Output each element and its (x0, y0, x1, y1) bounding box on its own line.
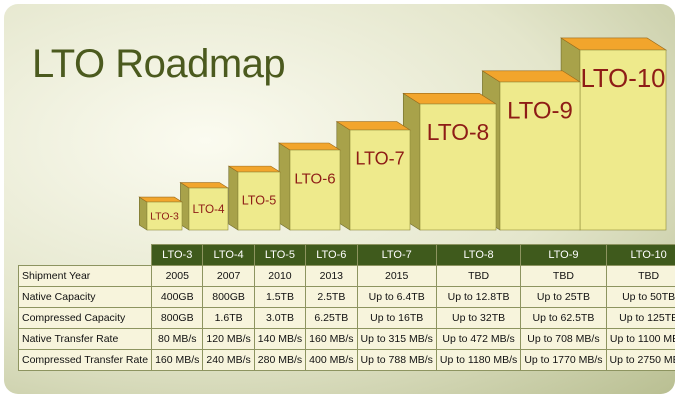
boxes-art: LTO-10 LTO-9 LTO-8 LTO-7 LTO-6 LTO-5 LTO-4 LTO-… (138, 37, 668, 231)
header-cell: LTO-5 (253, 244, 307, 266)
cell: Up to 50TB (605, 286, 675, 308)
cell: 160 MB/s (151, 349, 204, 371)
box-top (179, 182, 230, 189)
row-header: Compressed Transfer Rate (17, 349, 153, 371)
cell: Up to 788 MB/s (356, 349, 437, 371)
box-top (138, 196, 184, 203)
header-cell: LTO-6 (305, 244, 358, 266)
cell: TBD (520, 265, 607, 287)
corner-cell (19, 245, 152, 266)
cell: 140 MB/s (253, 328, 307, 350)
title: LTO Roadmap (32, 42, 286, 86)
box-top (277, 142, 342, 151)
box-side (139, 196, 148, 231)
cell: Up to 16TB (356, 307, 437, 329)
box-label: LTO-5 (242, 193, 277, 207)
panel: LTO-10 LTO-9 LTO-8 LTO-7 LTO-6 LTO-5 LTO-4 LTO-… (4, 4, 675, 394)
cell: 80 MB/s (151, 328, 204, 350)
cell: 280 MB/s (253, 349, 307, 371)
cell: 120 MB/s (202, 328, 255, 350)
cell: 800GB (151, 307, 204, 329)
header-cell: LTO-8 (435, 244, 522, 266)
box-side (228, 165, 239, 231)
cell: Up to 6.4TB (356, 286, 437, 308)
cell: Up to 12.8TB (435, 286, 522, 308)
cell: 6.25TB (305, 307, 358, 329)
row-header: Shipment Year (17, 265, 153, 287)
cell: Up to 1770 MB/s (520, 349, 607, 371)
box-label: LTO-6 (294, 170, 335, 187)
cell: Up to 32TB (435, 307, 522, 329)
table-row: Compressed Transfer Rate 160 MB/s 240 MB/s… (17, 349, 675, 371)
box-top (335, 121, 412, 131)
cell: Up to 315 MB/s (356, 328, 437, 350)
box-front (499, 81, 581, 231)
cell: Up to 472 MB/s (435, 328, 522, 350)
table-row: Shipment Year 2005 2007 2010 2013 2015 TBD TBD T… (17, 265, 675, 287)
cell: 3.0TB (253, 307, 307, 329)
header-cell: LTO-4 (202, 244, 255, 266)
cell: 2013 (305, 265, 358, 287)
roadmap-table: LTO-3 LTO-4 LTO-5 LTO-6 LTO-7 LTO-8 LTO-9 LTO-1… (17, 244, 675, 371)
row-header: Native Capacity (17, 286, 153, 308)
table-row: Compressed Capacity 800GB 1.6TB 3.0TB 6.25TB… (17, 307, 675, 329)
box-front (349, 129, 411, 231)
cell: 400 MB/s (305, 349, 358, 371)
cell: 1.5TB (253, 286, 307, 308)
box-label: LTO-10 (580, 65, 665, 93)
row-header: Compressed Capacity (17, 307, 153, 329)
box-front (289, 149, 341, 231)
box-top (402, 93, 498, 105)
header-row: LTO-3 LTO-4 LTO-5 LTO-6 LTO-7 LTO-8 LTO-9 LTO-1… (19, 244, 675, 266)
cell: TBD (605, 265, 675, 287)
cell: 2015 (356, 265, 437, 287)
box-front (188, 187, 229, 231)
table-row: Native Transfer Rate 80 MB/s 120 MB/s 140 M… (17, 328, 675, 350)
cell: Up to 25TB (520, 286, 607, 308)
cell: Up to 1100 MB/s (605, 328, 675, 350)
box-top (481, 70, 582, 83)
cell: 160 MB/s (305, 328, 358, 350)
box-front (419, 103, 497, 231)
cell: 800GB (202, 286, 255, 308)
box-label: LTO-9 (507, 97, 573, 124)
cell: 1.6TB (202, 307, 255, 329)
box-top (227, 165, 282, 173)
box-front (579, 49, 667, 231)
cell: Up to 125TB (605, 307, 675, 329)
cell: Up to 708 MB/s (520, 328, 607, 350)
cell: Up to 62.5TB (520, 307, 607, 329)
cell: 2.5TB (305, 286, 358, 308)
cell: 2005 (151, 265, 204, 287)
cell: 240 MB/s (202, 349, 255, 371)
header-cell: LTO-10 (605, 244, 675, 266)
header-cell: LTO-9 (520, 244, 607, 266)
header-cell: LTO-3 (151, 244, 204, 266)
box-front (146, 201, 183, 231)
cell: 2007 (202, 265, 255, 287)
box-label: LTO-4 (192, 203, 225, 216)
box-label: LTO-7 (355, 148, 404, 168)
box-side (278, 142, 291, 231)
cell: 400GB (151, 286, 204, 308)
cell: Up to 1180 MB/s (435, 349, 522, 371)
box-front (237, 171, 281, 231)
table-row: Native Capacity 400GB 800GB 1.5TB 2.5TB Up to… (17, 286, 675, 308)
cell: TBD (435, 265, 522, 287)
header-cell: LTO-7 (356, 244, 437, 266)
cell: 2010 (253, 265, 307, 287)
box-label: LTO-8 (427, 119, 490, 145)
cell: Up to 2750 MB/s (605, 349, 675, 371)
box-top (560, 37, 668, 51)
row-header: Native Transfer Rate (17, 328, 153, 350)
box-label: LTO-3 (150, 211, 179, 223)
